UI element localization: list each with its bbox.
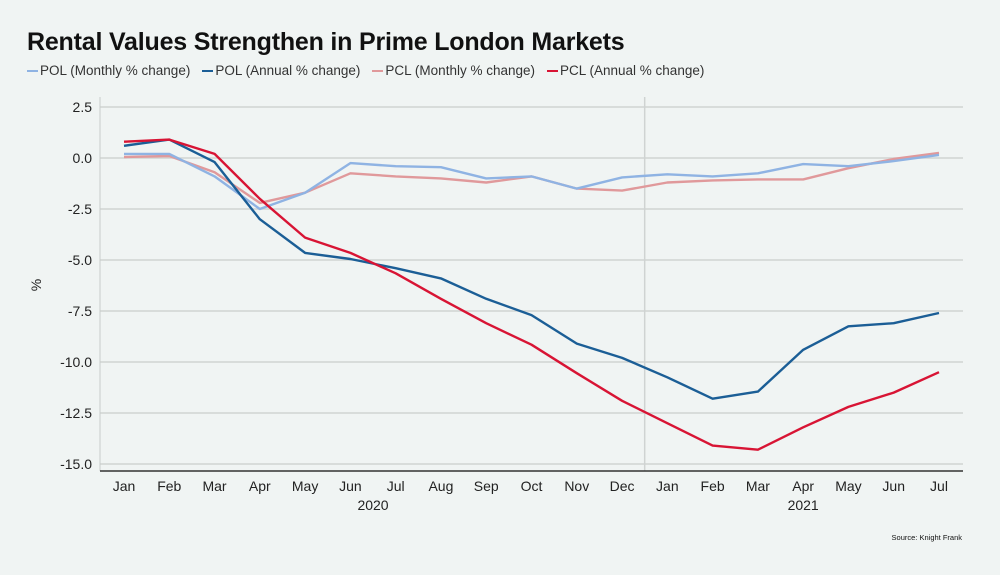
x-tick-label: May bbox=[292, 478, 318, 494]
x-tick-label: Apr bbox=[249, 478, 271, 494]
x-tick-label: Dec bbox=[610, 478, 635, 494]
x-tick-label: Jul bbox=[930, 478, 948, 494]
x-tick-label: May bbox=[835, 478, 861, 494]
x-tick-label: Feb bbox=[701, 478, 725, 494]
series-line-2 bbox=[123, 151, 940, 205]
x-tick-label: Mar bbox=[746, 478, 770, 494]
x-tick-label: Jun bbox=[882, 478, 905, 494]
x-tick-label: Nov bbox=[564, 478, 589, 494]
legend-item-pol-annual: POL (Annual % change) bbox=[202, 63, 360, 78]
legend-label: PCL (Monthly % change) bbox=[385, 63, 535, 78]
x-tick-label: Jan bbox=[656, 478, 679, 494]
x-tick-label: Jun bbox=[339, 478, 362, 494]
y-tick-label: -2.5 bbox=[68, 201, 92, 217]
year-label: 2020 bbox=[357, 497, 388, 513]
series-line-3 bbox=[123, 138, 940, 451]
y-tick-label: -15.0 bbox=[60, 456, 92, 472]
legend-swatch bbox=[372, 69, 384, 72]
chart-title: Rental Values Strengthen in Prime London… bbox=[27, 28, 625, 56]
legend-swatch bbox=[27, 69, 38, 72]
series-line-0 bbox=[124, 152, 940, 211]
y-tick-label: -7.5 bbox=[68, 303, 92, 319]
legend: POL (Monthly % change) POL (Annual % cha… bbox=[27, 63, 704, 78]
y-axis-ticks: 2.5 0.0 -2.5 -5.0 -7.5 -10.0 -12.5 -15.0 bbox=[60, 99, 92, 472]
x-axis-ticks: Jan Feb Mar Apr May Jun Jul Aug Sep Oct Nov Dec Jan F… bbox=[113, 478, 948, 513]
series-line-1 bbox=[123, 138, 940, 400]
legend-swatch bbox=[202, 69, 214, 72]
legend-label: POL (Annual % change) bbox=[215, 63, 361, 78]
x-tick-label: Apr bbox=[792, 478, 814, 494]
y-tick-label: -5.0 bbox=[68, 252, 92, 268]
gridlines bbox=[99, 97, 963, 472]
x-tick-label: Sep bbox=[474, 478, 499, 494]
y-tick-label: -12.5 bbox=[60, 405, 92, 421]
x-tick-label: Feb bbox=[157, 478, 181, 494]
y-tick-label: -10.0 bbox=[60, 354, 92, 370]
y-tick-label: 0.0 bbox=[73, 150, 93, 166]
legend-item-pcl-annual: PCL (Annual % change) bbox=[547, 63, 704, 78]
legend-label: POL (Monthly % change) bbox=[40, 63, 191, 78]
legend-item-pcl-monthly: PCL (Monthly % change) bbox=[372, 63, 535, 78]
y-tick-label: 2.5 bbox=[73, 99, 93, 115]
x-tick-label: Mar bbox=[202, 478, 226, 494]
x-tick-label: Jan bbox=[113, 478, 136, 494]
y-axis-label: % bbox=[28, 279, 44, 291]
year-label: 2021 bbox=[788, 497, 819, 513]
x-tick-label: Aug bbox=[428, 478, 453, 494]
legend-label: PCL (Annual % change) bbox=[560, 63, 705, 78]
x-tick-label: Jul bbox=[387, 478, 405, 494]
legend-item-pol-monthly: POL (Monthly % change) bbox=[27, 63, 190, 78]
series-lines bbox=[123, 138, 940, 451]
source-note: Source: Knight Frank bbox=[891, 533, 962, 542]
legend-swatch bbox=[547, 69, 558, 72]
x-tick-label: Oct bbox=[521, 478, 543, 494]
